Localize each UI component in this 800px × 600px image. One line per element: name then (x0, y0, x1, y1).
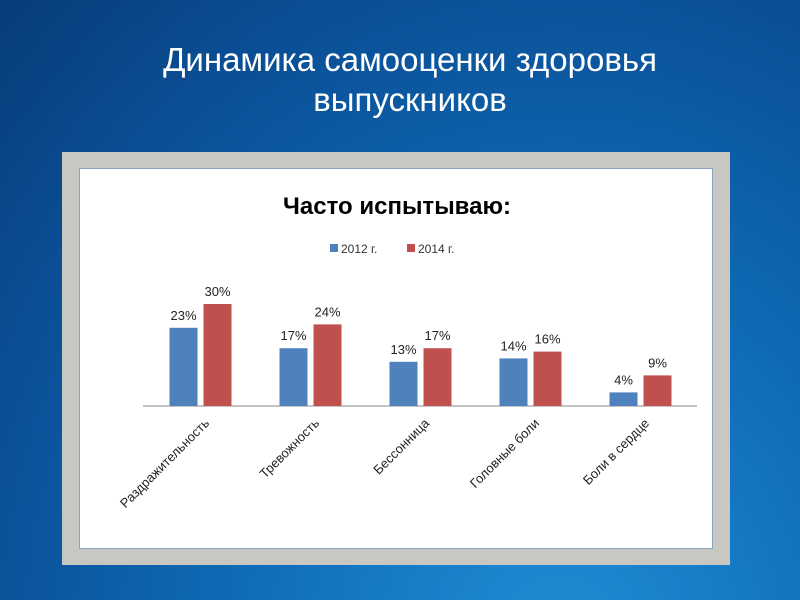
bar-1-3 (533, 351, 562, 406)
bar-1-1 (313, 324, 342, 406)
title-line-2: выпускников (313, 81, 507, 118)
bar-0-1 (279, 348, 308, 406)
title-line-1: Динамика самооценки здоровья (163, 41, 657, 78)
slide-title: Динамика самооценки здоровья выпускников (60, 40, 760, 120)
bar-0-3 (499, 358, 528, 406)
data-label-0-3: 14% (500, 338, 526, 353)
bar-1-4 (643, 375, 672, 406)
category-label-0: Раздражительность (117, 415, 212, 510)
legend-label-0: 2012 г. (341, 242, 377, 256)
category-label-3: Головные боли (467, 416, 542, 491)
bar-0-4 (609, 392, 638, 406)
data-label-1-1: 24% (314, 304, 340, 319)
chart-title: Часто испытываю: (283, 193, 511, 220)
data-label-1-0: 30% (204, 284, 230, 299)
legend-swatch-1 (407, 244, 415, 252)
data-label-1-2: 17% (424, 328, 450, 343)
data-label-0-0: 23% (170, 308, 196, 323)
category-label-2: Бессонница (370, 415, 432, 477)
data-label-0-1: 17% (280, 328, 306, 343)
bar-1-2 (423, 348, 452, 406)
category-label-4: Боли в сердце (580, 416, 652, 488)
data-label-1-3: 16% (534, 332, 560, 347)
bar-0-2 (389, 361, 418, 406)
category-label-1: Тревожность (256, 415, 322, 481)
data-label-0-2: 13% (390, 342, 416, 357)
legend-label-1: 2014 г. (418, 242, 454, 256)
bar-0-0 (169, 327, 198, 406)
data-label-1-4: 9% (648, 355, 667, 370)
legend-swatch-0 (330, 244, 338, 252)
data-label-0-4: 4% (614, 372, 633, 387)
bar-1-0 (203, 304, 232, 406)
